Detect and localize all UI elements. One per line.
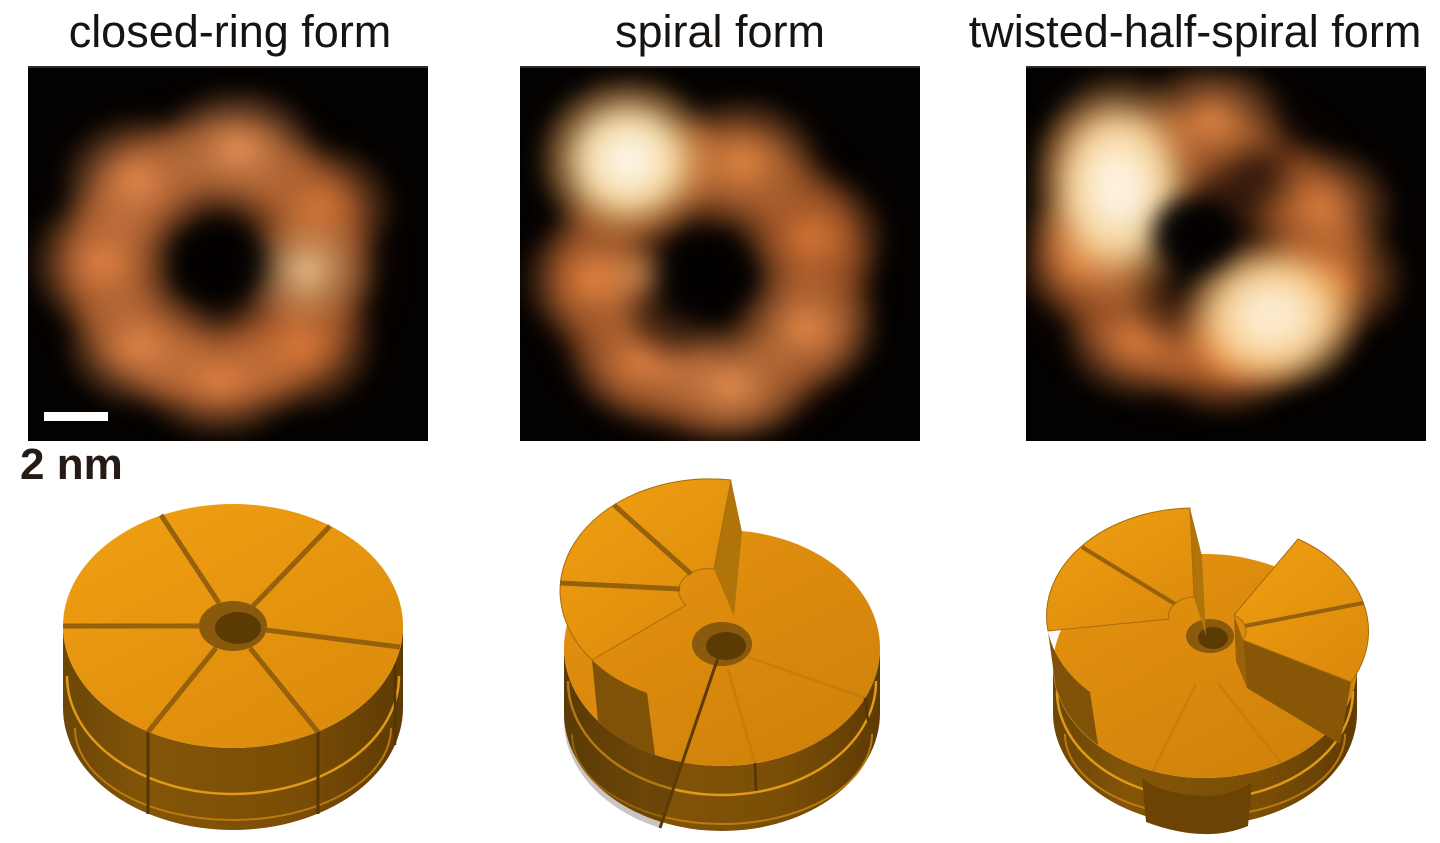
afm-image-spiral	[520, 66, 920, 441]
afm-ring-spiral	[520, 68, 920, 441]
panel-title-spiral: spiral form	[614, 6, 826, 57]
model-twisted-half-spiral	[1046, 507, 1369, 835]
afm-ring-closed	[28, 68, 428, 441]
model-spiral	[559, 478, 880, 831]
panel-title-twisted-half-spiral: twisted-half-spiral form	[968, 6, 1422, 57]
afm-image-closed-ring	[28, 66, 428, 441]
scale-bar	[44, 412, 108, 421]
model-closed-ring	[63, 504, 403, 830]
scale-bar-label: 2 nm	[20, 440, 123, 489]
afm-ring-twisted	[1026, 68, 1426, 441]
panel-title-closed-ring: closed-ring form	[68, 6, 392, 57]
afm-image-twisted-half-spiral	[1026, 66, 1426, 441]
